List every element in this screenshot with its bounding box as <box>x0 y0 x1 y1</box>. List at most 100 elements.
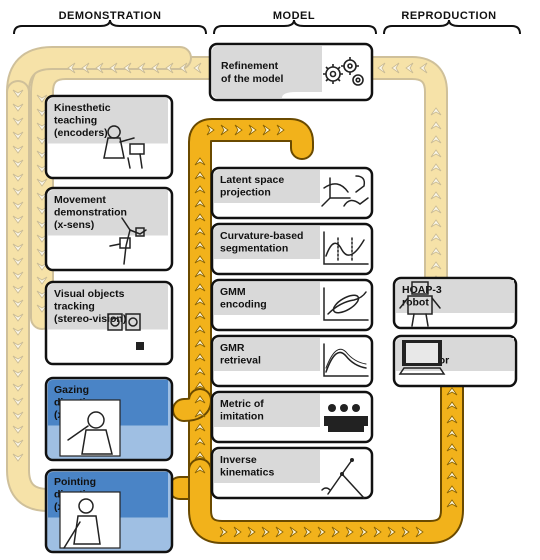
track-arrow-icon <box>36 220 48 229</box>
model-box-2-label-bg <box>214 226 320 259</box>
model-boxes: Latent spaceprojectionCurvature-basedseg… <box>210 166 374 500</box>
track-arrow-icon <box>233 526 242 538</box>
track-arrow-icon <box>81 62 90 74</box>
track-arrow-icon <box>12 397 24 406</box>
track-arrow-icon <box>194 339 206 348</box>
track-arrow-icon <box>193 62 202 74</box>
track-arrow-icon <box>194 297 206 306</box>
demo-box-1-line-1: Kinesthetic <box>54 102 111 114</box>
gears-icon <box>323 57 364 86</box>
demo-box-2-label-bg <box>48 190 168 236</box>
track-arrow-icon <box>36 178 48 187</box>
track-arrow-icon <box>194 255 206 264</box>
model-box-3-line-2: encoding <box>220 299 267 311</box>
track-arrows <box>12 62 458 538</box>
main-track-band <box>174 370 462 542</box>
demo-box-3-line-2: tracking <box>54 301 95 313</box>
gazing-person-icon <box>59 399 121 457</box>
track-arrow-icon <box>12 103 24 112</box>
track-arrow-icon <box>430 219 442 228</box>
track-arrow-icon <box>220 124 229 136</box>
track-arrow-icon <box>275 526 284 538</box>
model-box-5-line-1: Metric of <box>220 398 264 410</box>
track-arrow-icon <box>194 199 206 208</box>
box-refinement-label-bg <box>212 46 322 98</box>
track-arrow-icon <box>206 124 215 136</box>
track-arrow-icon <box>194 465 206 474</box>
track-arrow-icon <box>12 187 24 196</box>
track-arrow-icon <box>109 62 118 74</box>
track-arrow-icon <box>194 185 206 194</box>
track-arrow-icon <box>194 381 206 390</box>
demo-box-2-line-1: Movement <box>54 194 106 206</box>
stereo-camera-icon <box>107 313 144 350</box>
track-arrow-icon <box>317 526 326 538</box>
track-arrow-icon <box>194 157 206 166</box>
track-arrow-icon <box>36 192 48 201</box>
model-box-5-label-bg <box>214 394 320 427</box>
monitor-icon <box>398 340 446 375</box>
box-refinement: Refinement of the model <box>208 42 374 102</box>
demo-box-5-line-1: Pointing <box>54 476 96 488</box>
model-box-3-line-1: GMM <box>220 286 246 298</box>
track-arrow-icon <box>446 401 458 410</box>
track-arrow-icon <box>12 271 24 280</box>
track-arrow-icon <box>331 526 340 538</box>
track-arrow-icon <box>12 257 24 266</box>
track-arrow-icon <box>194 241 206 250</box>
track-arrow-icon <box>391 62 400 74</box>
track-arrow-icon <box>12 243 24 252</box>
track-arrow-icon <box>194 283 206 292</box>
demo-box-3-label-bg <box>48 284 168 330</box>
demo-box-3-line-3: (stereo-vision) <box>54 313 126 325</box>
demo-box-3-line-1: Visual objects <box>54 288 125 300</box>
track-arrow-icon <box>262 124 271 136</box>
track-arrow-icon <box>446 471 458 480</box>
demo-box-4: Gazingdirection(x-sens) <box>44 376 174 462</box>
demo-box-1-line-2: teaching <box>54 115 97 127</box>
track-arrow-icon <box>12 439 24 448</box>
demo-box-4-line-1: Gazing <box>54 384 89 396</box>
demonstration-boxes: Kinestheticteaching(encoders)Movementdem… <box>44 94 174 554</box>
track-arrow-icon <box>430 121 442 130</box>
track-arrow-icon <box>430 149 442 158</box>
track-arrow-icon <box>36 206 48 215</box>
track-arrow-icon <box>446 429 458 438</box>
track-arrow-icon <box>36 136 48 145</box>
track-arrow-icon <box>430 191 442 200</box>
judges-table-icon <box>324 404 368 432</box>
track-arrow-icon <box>194 171 206 180</box>
track-arrow-icon <box>179 62 188 74</box>
track-arrow-icon <box>151 62 160 74</box>
track-arrow-icon <box>12 425 24 434</box>
main-flow-track <box>168 118 464 544</box>
track-arrow-icon <box>373 526 382 538</box>
track-arrow-icon <box>12 89 24 98</box>
demo-box-5: Pointingdirection(x-sens) <box>44 468 174 554</box>
repro-box-1-line-2: robot <box>402 297 429 309</box>
track-arrow-icon <box>12 327 24 336</box>
track-arrow-icon <box>12 145 24 154</box>
track-arrow-icon <box>67 62 76 74</box>
track-arrow-icon <box>446 415 458 424</box>
repro-box-1-label-bg <box>396 280 514 313</box>
track-arrow-icon <box>387 526 396 538</box>
track-arrow-icon <box>194 451 206 460</box>
track-arrow-icon <box>430 261 442 270</box>
track-arrow-icon <box>36 108 48 117</box>
track-arrow-icon <box>12 229 24 238</box>
track-arrow-icon <box>36 290 48 299</box>
track-arrow-icon <box>194 269 206 278</box>
track-arrow-icon <box>446 443 458 452</box>
track-arrow-icon <box>12 355 24 364</box>
repro-box-2: HOAP-3simulator <box>392 334 518 388</box>
track-arrow-icon <box>194 325 206 334</box>
model-box-2-line-1: Curvature-based <box>220 230 303 242</box>
track-arrow-icon <box>194 395 206 404</box>
track-arrow-icon <box>194 227 206 236</box>
